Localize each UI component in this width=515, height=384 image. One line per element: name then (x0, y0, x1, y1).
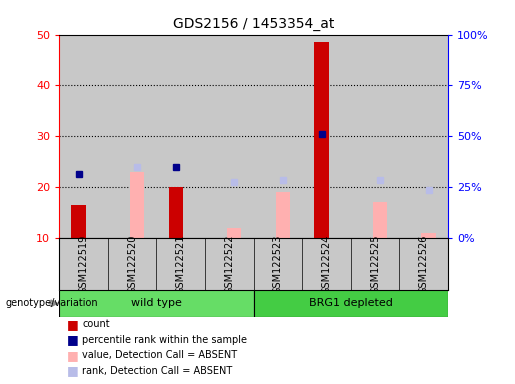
Text: GSM122526: GSM122526 (419, 234, 429, 294)
Text: GSM122524: GSM122524 (321, 234, 332, 294)
Bar (253, 290, 448, 317)
Bar (421, 233, 436, 238)
Text: genotype/variation: genotype/variation (5, 298, 98, 308)
Text: GSM122525: GSM122525 (370, 234, 380, 294)
Bar (227, 228, 242, 238)
Text: GSM122522: GSM122522 (225, 234, 234, 294)
Bar (59, 35, 108, 238)
Text: percentile rank within the sample: percentile rank within the sample (82, 335, 247, 345)
Text: rank, Detection Call = ABSENT: rank, Detection Call = ABSENT (82, 366, 233, 376)
Text: ■: ■ (67, 349, 79, 362)
Bar (130, 172, 144, 238)
Text: count: count (82, 319, 110, 329)
Bar (400, 35, 448, 238)
Title: GDS2156 / 1453354_at: GDS2156 / 1453354_at (173, 17, 334, 31)
Text: GSM122521: GSM122521 (176, 234, 186, 294)
Bar (276, 192, 290, 238)
Text: BRG1 depleted: BRG1 depleted (309, 298, 393, 308)
Text: value, Detection Call = ABSENT: value, Detection Call = ABSENT (82, 350, 237, 360)
Text: ■: ■ (67, 318, 79, 331)
Bar (157, 35, 205, 238)
Bar (314, 42, 329, 238)
Text: GSM122519: GSM122519 (78, 234, 89, 294)
Bar (253, 35, 302, 238)
Text: GSM122520: GSM122520 (127, 234, 137, 294)
Bar (168, 187, 183, 238)
Bar (72, 205, 86, 238)
Bar (302, 35, 351, 238)
Bar (351, 35, 400, 238)
Bar (373, 202, 387, 238)
Bar (205, 35, 253, 238)
Text: wild type: wild type (131, 298, 182, 308)
Text: ■: ■ (67, 364, 79, 377)
Text: ■: ■ (67, 333, 79, 346)
Text: GSM122523: GSM122523 (273, 234, 283, 294)
Bar (59, 290, 253, 317)
Bar (108, 35, 157, 238)
